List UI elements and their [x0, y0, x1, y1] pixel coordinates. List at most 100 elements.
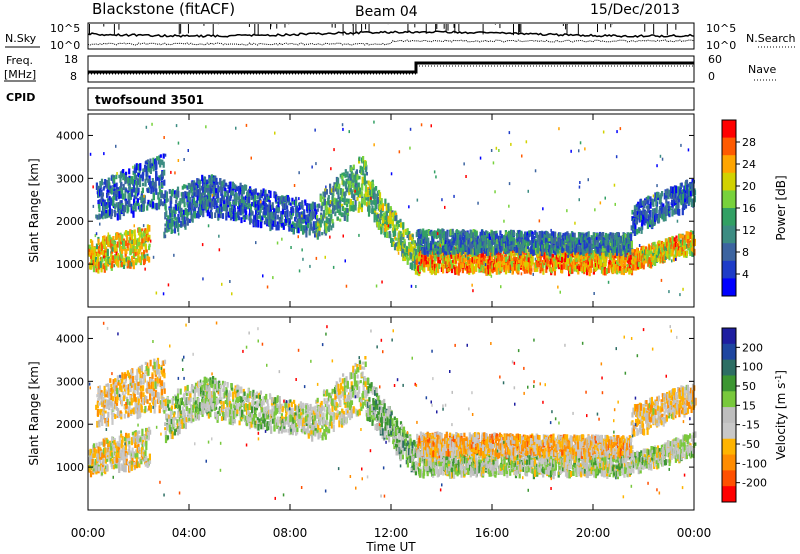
echo-cell	[512, 229, 515, 234]
echo-cell	[119, 234, 122, 243]
echo-cell	[89, 263, 92, 270]
echo-cell	[125, 178, 128, 183]
echo-cell	[349, 176, 352, 184]
echo-cell	[92, 258, 95, 266]
echo-cell	[399, 236, 402, 243]
echo-cell	[186, 217, 189, 221]
echo-cell	[286, 209, 289, 218]
echo-cell	[534, 240, 538, 248]
echo-cell	[171, 222, 174, 227]
echo-cell	[642, 247, 645, 253]
echo-cell	[408, 243, 411, 248]
echo-cell	[354, 199, 357, 207]
echo-cell	[460, 264, 463, 269]
echo-cell	[165, 210, 168, 217]
echo-cell	[583, 244, 586, 250]
echo-cell	[670, 252, 673, 257]
echo-cell	[494, 251, 497, 260]
echo-cell	[225, 210, 228, 216]
echo-cell	[526, 261, 529, 267]
echo-cell	[122, 183, 125, 190]
echo-cell	[635, 263, 638, 271]
echo-cell	[487, 244, 490, 253]
echo-cell	[216, 207, 219, 211]
echo-cell	[504, 268, 508, 275]
echo-cell	[564, 249, 567, 254]
echo-cell	[212, 195, 215, 201]
echo-cell	[564, 232, 567, 240]
echo-cell	[676, 250, 680, 255]
echo-cell	[340, 212, 343, 218]
echo-cell	[316, 203, 319, 208]
echo-cell	[219, 199, 222, 204]
echo-cell	[487, 264, 490, 270]
echo-cell	[549, 248, 552, 257]
echo-cell	[198, 188, 202, 195]
echo-cell	[477, 238, 481, 243]
echo-cell	[411, 262, 414, 271]
echo-cell	[370, 181, 373, 187]
echo-cell	[121, 234, 124, 242]
echo-cell	[221, 193, 224, 202]
echo-cell	[581, 257, 584, 265]
echo-cell	[371, 200, 374, 205]
echo-cell	[398, 220, 401, 224]
echo-cell	[100, 251, 103, 255]
echo-cell	[586, 267, 589, 276]
echo-cell	[307, 213, 310, 218]
echo-cell	[104, 252, 107, 256]
echo-cell	[342, 180, 345, 185]
echo-cell	[390, 240, 394, 247]
echo-cell	[456, 239, 459, 248]
echo-cell	[266, 217, 269, 225]
echo-cell	[331, 218, 334, 224]
echo-cell	[504, 234, 507, 242]
echo-cell	[469, 238, 472, 245]
echo-cell	[364, 184, 367, 192]
echo-cell	[201, 174, 204, 181]
echo-cell	[528, 253, 531, 257]
freq-traces	[88, 61, 694, 75]
echo-cell	[413, 243, 416, 249]
echo-cell	[348, 173, 351, 178]
echo-cell	[96, 214, 99, 220]
echo-cell	[229, 207, 232, 216]
echo-cell	[629, 238, 632, 245]
echo-cell	[255, 203, 259, 207]
cpid-value: twofsound 3501	[95, 93, 204, 107]
echo-cell	[109, 197, 112, 205]
echo-cell	[451, 238, 454, 242]
echo-cell	[216, 197, 219, 203]
echo-cell	[628, 249, 631, 256]
echo-cell	[516, 247, 519, 253]
echo-cell	[277, 201, 280, 208]
echo-cell	[131, 176, 134, 180]
echo-cell	[537, 244, 540, 252]
echo-cell	[324, 188, 327, 195]
echo-cell	[399, 218, 402, 223]
echo-cell	[202, 197, 205, 206]
echo-cell	[576, 268, 579, 272]
echo-cell	[509, 234, 512, 243]
echo-cell	[487, 239, 490, 246]
echo-cell	[665, 238, 668, 242]
echo-cell	[158, 177, 161, 186]
echo-cell	[620, 267, 623, 275]
echo-cell	[105, 209, 108, 214]
echo-cell	[277, 206, 280, 212]
nave-tick-bottom: 0	[708, 70, 715, 83]
echo-cell	[503, 248, 507, 253]
echo-cell	[287, 218, 290, 223]
echo-cell	[361, 176, 364, 184]
echo-cell	[198, 211, 201, 217]
echo-cell	[571, 240, 574, 248]
echo-cell	[141, 228, 144, 232]
echo-cell	[191, 198, 194, 205]
echo-cell	[190, 186, 193, 193]
echo-cell	[626, 243, 629, 251]
echo-cell	[661, 249, 664, 257]
echo-cell	[352, 204, 355, 212]
echo-cell	[202, 191, 205, 196]
echo-cell	[97, 258, 100, 264]
echo-cell	[402, 222, 405, 230]
